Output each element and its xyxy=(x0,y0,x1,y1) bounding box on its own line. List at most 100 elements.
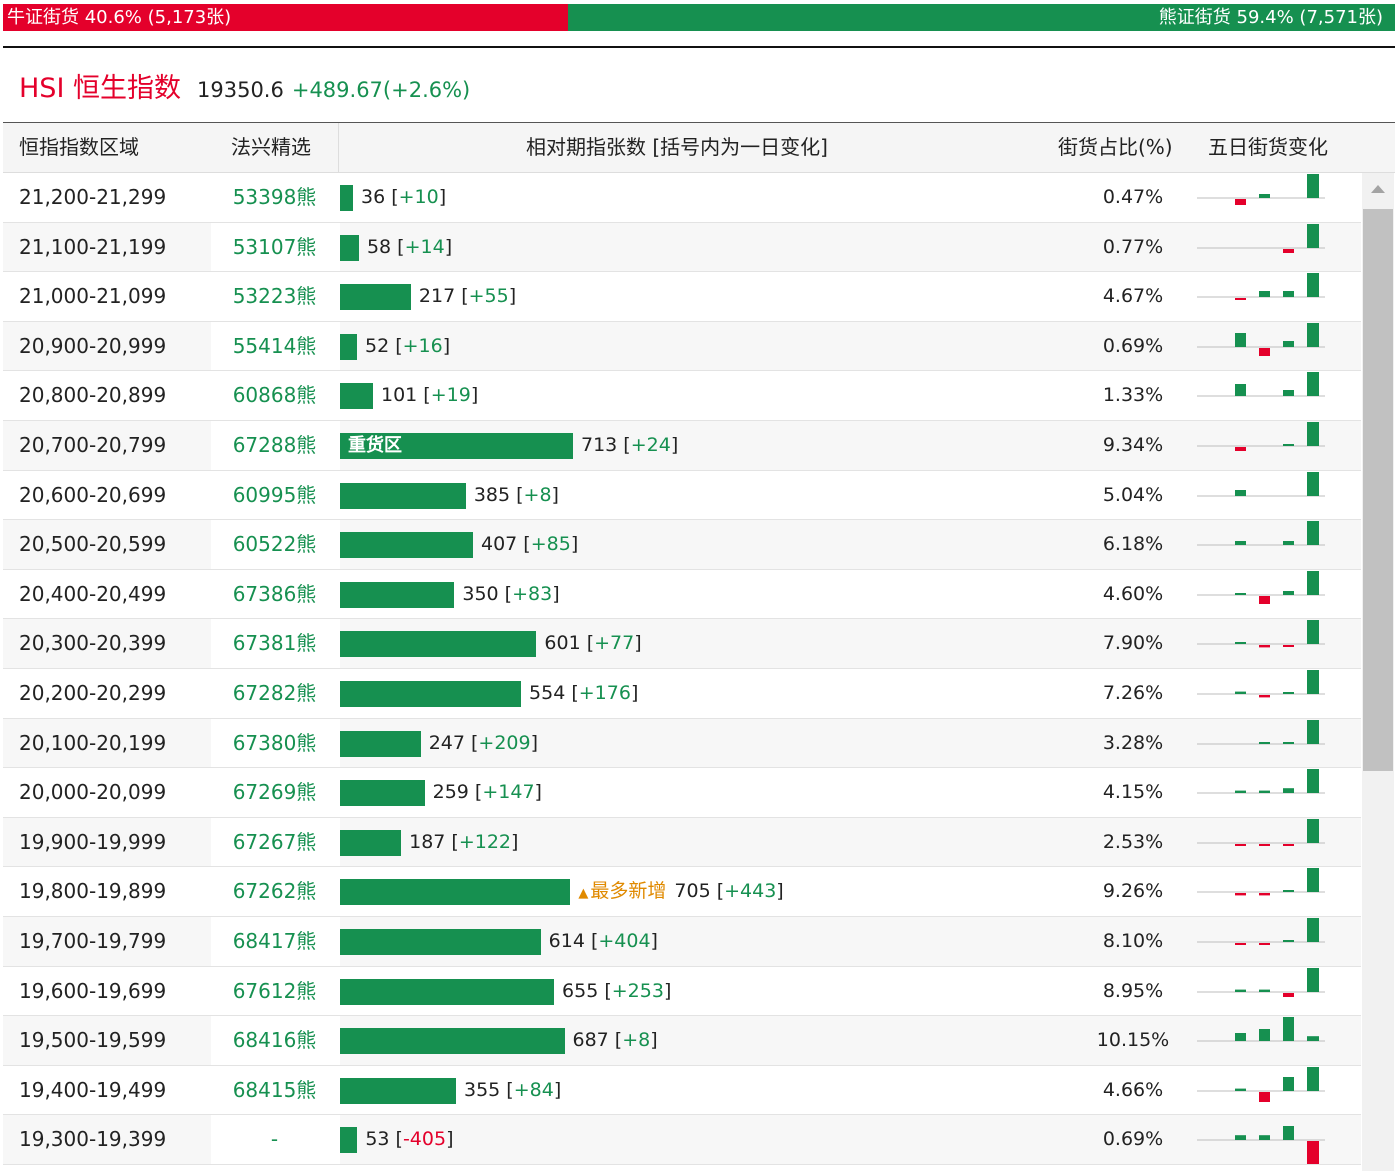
column-separator xyxy=(338,619,340,669)
sparkline-bar xyxy=(1235,1135,1246,1141)
share-percent: 0.69% xyxy=(1102,1128,1164,1151)
table-row[interactable]: 20,600-20,699 60995熊 385 [+8] 5.04% xyxy=(3,470,1361,521)
table-row[interactable]: 20,300-20,399 67381熊 601 [+77] 7.90% xyxy=(3,619,1361,669)
warrant-code-link[interactable]: 60522熊 xyxy=(232,532,317,557)
sparkline-bar xyxy=(1283,1076,1294,1091)
contracts-value: 36 [+10] xyxy=(361,186,447,208)
contracts-value: 355 [+84] xyxy=(464,1078,562,1101)
warrant-code-link[interactable]: 53107熊 xyxy=(232,234,317,259)
five-day-change-chart xyxy=(1197,422,1325,451)
warrant-code-link[interactable]: - xyxy=(270,1127,279,1152)
table-row[interactable]: 20,400-20,499 67386熊 350 [+83] 4.60% xyxy=(3,569,1361,620)
five-day-change-chart xyxy=(1197,322,1325,356)
contracts-bar xyxy=(340,234,359,261)
daily-change: +122 xyxy=(458,830,512,853)
contracts-value: 58 [+14] xyxy=(366,235,453,258)
table-row[interactable]: 19,300-19,399 - 53 [-405] 0.69% xyxy=(3,1115,1361,1165)
warrant-code-link[interactable]: 68416熊 xyxy=(232,1028,317,1053)
sparkline-bar xyxy=(1259,843,1270,846)
index-name[interactable]: HSI 恒生指数 xyxy=(19,73,181,104)
warrant-code-link[interactable]: 67269熊 xyxy=(232,780,317,805)
warrant-code-link[interactable]: 67267熊 xyxy=(232,829,317,854)
contracts-bar xyxy=(340,929,541,955)
warrant-code-link[interactable]: 55414熊 xyxy=(232,333,317,358)
share-percent: 0.69% xyxy=(1102,334,1164,357)
pick-cell: 68417熊 xyxy=(211,917,338,966)
warrant-code-link[interactable]: 53398熊 xyxy=(232,185,317,209)
warrant-code-link[interactable]: 67380熊 xyxy=(232,730,317,755)
sparkline-bar xyxy=(1307,570,1319,595)
table-body[interactable]: 21,200-21,299 53398熊 36 [+10] 0.47% 21,100-2… xyxy=(3,173,1361,1171)
row-divider xyxy=(3,320,1361,322)
table-row[interactable]: 19,400-19,499 68415熊 355 [+84] 4.66% xyxy=(3,1065,1361,1116)
sparkline-bar xyxy=(1259,1029,1270,1042)
warrant-code-link[interactable]: 67282熊 xyxy=(232,681,317,705)
table-row[interactable]: 19,800-19,899 67262熊 ▲ 最多新增 705 [+443] 9.26% xyxy=(3,867,1361,917)
table-row[interactable]: 20,500-20,599 60522熊 407 [+85] 6.18% xyxy=(3,520,1361,570)
row-divider xyxy=(3,915,1361,917)
range-cell: 20,100-20,199 xyxy=(19,730,167,755)
scrollbar-thumb[interactable] xyxy=(1363,209,1393,771)
sparkline-bar xyxy=(1283,843,1294,846)
index-change: +489.67(+2.6%) xyxy=(291,78,471,102)
table-row[interactable]: 19,900-19,999 67267熊 187 [+122] 2.53% xyxy=(3,817,1361,868)
sparkline-bar xyxy=(1307,322,1319,347)
sparkline-bar xyxy=(1283,291,1294,298)
warrant-code-link[interactable]: 67381熊 xyxy=(232,631,317,656)
table-row[interactable]: 20,800-20,899 60868熊 101 [+19] 1.33% xyxy=(3,371,1361,421)
contracts-bar xyxy=(340,185,353,211)
warrant-code-link[interactable]: 68415熊 xyxy=(232,1077,317,1102)
header-divider xyxy=(338,123,339,173)
table-row[interactable]: 20,200-20,299 67282熊 554 [+176] 7.26% xyxy=(3,669,1361,719)
column-separator xyxy=(338,867,340,917)
table-row[interactable]: 20,000-20,099 67269熊 259 [+147] 4.15% xyxy=(3,768,1361,818)
warrant-code-link[interactable]: 67386熊 xyxy=(232,581,317,606)
contracts-count: 247 xyxy=(428,731,465,754)
five-day-change-chart xyxy=(1197,918,1325,945)
share-percent: 1.33% xyxy=(1102,384,1164,407)
scroll-up-arrow-icon[interactable] xyxy=(1362,173,1394,207)
sparkline-bar xyxy=(1259,695,1270,698)
table-row[interactable]: 21,000-21,099 53223熊 217 [+55] 4.67% xyxy=(3,272,1361,322)
contracts-bar xyxy=(340,631,537,658)
contracts-count: 355 xyxy=(464,1078,501,1101)
five-day-change-chart xyxy=(1197,670,1325,698)
warrant-code-link[interactable]: 53223熊 xyxy=(232,284,317,309)
triangle-up-icon: ▲ xyxy=(578,886,589,902)
contracts-count: 601 xyxy=(544,632,581,655)
share-percent: 10.15% xyxy=(1096,1029,1170,1052)
warrant-code-link[interactable]: 60868熊 xyxy=(232,383,317,408)
range-cell: 20,800-20,899 xyxy=(19,383,167,408)
table-row[interactable]: 19,600-19,699 67612熊 655 [+253] 8.95% xyxy=(3,966,1361,1017)
table-row[interactable]: 20,900-20,999 55414熊 52 [+16] 0.69% xyxy=(3,321,1361,372)
contracts-bar xyxy=(340,829,402,856)
sparkline-bar xyxy=(1283,1126,1294,1141)
five-day-change-chart xyxy=(1197,174,1325,205)
table-row[interactable]: 20,700-20,799 67288熊 重货区 713 [+24] 9.34% xyxy=(3,421,1361,471)
table-row[interactable]: 20,100-20,199 67380熊 247 [+209] 3.28% xyxy=(3,718,1361,769)
contracts-count: 614 xyxy=(548,930,585,952)
warrant-code-link[interactable]: 67612熊 xyxy=(232,978,317,1003)
warrant-code-link[interactable]: 60995熊 xyxy=(232,482,317,507)
table-row[interactable]: 21,100-21,199 53107熊 58 [+14] 0.77% xyxy=(3,222,1361,273)
scrollbar[interactable] xyxy=(1362,173,1394,1171)
warrant-code-link[interactable]: 67288熊 xyxy=(232,433,317,457)
warrant-code-link[interactable]: 68417熊 xyxy=(232,929,317,953)
table-row[interactable]: 21,200-21,299 53398熊 36 [+10] 0.47% xyxy=(3,173,1361,223)
table-row[interactable]: 19,500-19,599 68416熊 687 [+8] 10.15% xyxy=(3,1016,1361,1066)
contracts-bar xyxy=(340,879,571,906)
contracts-count: 217 xyxy=(418,285,456,308)
table-row[interactable]: 19,700-19,799 68417熊 614 [+404] 8.10% xyxy=(3,917,1361,967)
five-day-change-chart xyxy=(1197,372,1325,397)
contracts-bar xyxy=(340,532,473,559)
contracts-bar xyxy=(340,284,411,311)
pick-cell: 60868熊 xyxy=(211,371,338,421)
sparkline-bar xyxy=(1307,818,1319,843)
sparkline-bar xyxy=(1283,590,1294,595)
pick-cell: 67380熊 xyxy=(211,718,338,768)
contracts-count: 187 xyxy=(409,830,446,853)
contracts-bar xyxy=(340,1028,565,1055)
warrant-code-link[interactable]: 67262熊 xyxy=(232,879,317,904)
five-day-change-chart xyxy=(1197,769,1325,794)
sparkline-bar xyxy=(1307,918,1319,942)
